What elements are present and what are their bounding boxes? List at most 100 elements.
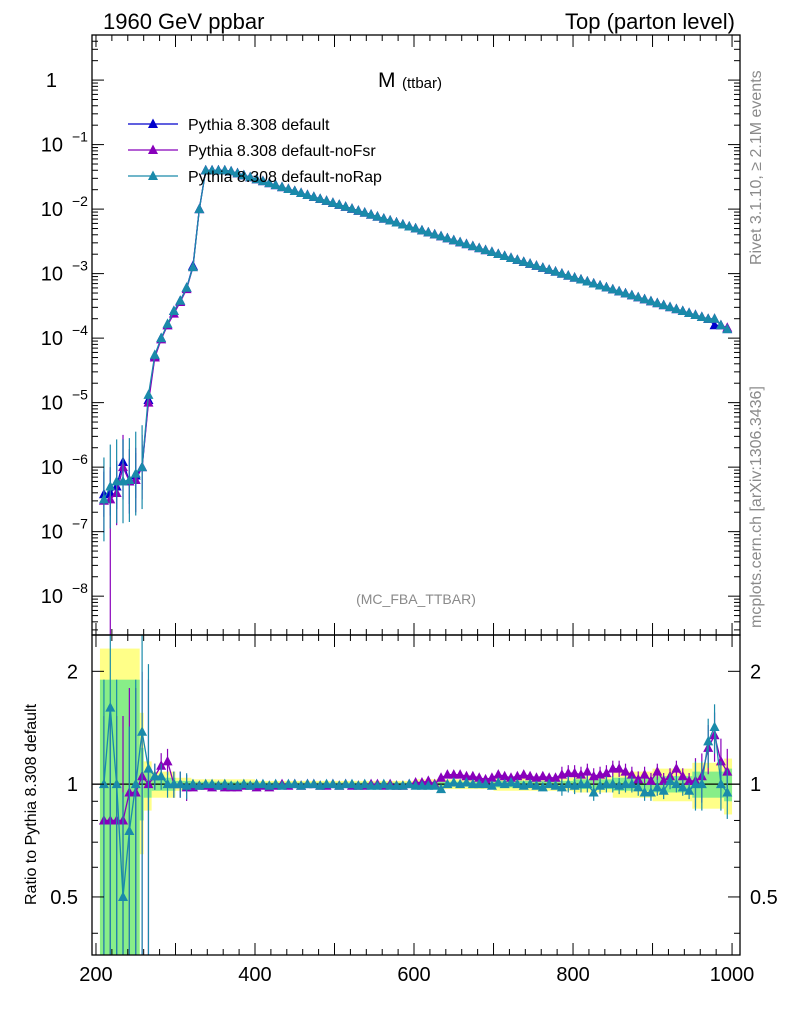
main-ytick-label: 10 bbox=[41, 586, 63, 608]
ratio-marker bbox=[162, 778, 173, 789]
ratio-marker bbox=[423, 775, 434, 785]
legend-marker bbox=[148, 118, 158, 128]
ratio-marker bbox=[575, 778, 586, 789]
ratio-marker bbox=[346, 778, 357, 789]
main-marker bbox=[645, 295, 656, 306]
main-marker bbox=[626, 289, 637, 300]
ratio-marker bbox=[378, 778, 389, 789]
ratio-marker bbox=[671, 778, 682, 789]
main-marker bbox=[156, 332, 167, 343]
ratio-marker bbox=[143, 763, 154, 773]
main-marker bbox=[404, 220, 415, 231]
main-ytick-label: 10 bbox=[41, 199, 63, 221]
ratio-marker bbox=[493, 769, 504, 779]
ratio-marker bbox=[366, 780, 377, 790]
ratio-marker bbox=[684, 775, 695, 785]
ratio-series-line bbox=[103, 707, 728, 898]
main-marker bbox=[423, 226, 434, 237]
main-marker bbox=[525, 258, 536, 268]
main-marker bbox=[251, 173, 262, 184]
ratio-marker bbox=[168, 778, 179, 789]
ratio-marker bbox=[645, 786, 656, 797]
xtick-label: 200 bbox=[79, 964, 112, 986]
main-marker bbox=[264, 177, 275, 188]
ratio-marker bbox=[582, 778, 593, 789]
main-marker bbox=[124, 474, 135, 485]
main-series-line bbox=[103, 169, 728, 500]
main-marker bbox=[652, 297, 663, 308]
main-series-layer bbox=[98, 164, 733, 635]
ratio-marker bbox=[118, 891, 129, 901]
main-marker bbox=[308, 191, 319, 201]
main-yticks: 1 10 −1 10 −2 10 −3 10 −4 10 −5 10 −6 10 −7 10 −8 bbox=[41, 34, 740, 631]
main-marker bbox=[378, 213, 389, 223]
ratio-marker bbox=[474, 778, 485, 789]
main-marker bbox=[207, 164, 218, 175]
xtick-label: 600 bbox=[397, 964, 430, 986]
main-series-line bbox=[103, 169, 728, 495]
main-marker bbox=[639, 293, 650, 304]
main-marker bbox=[232, 167, 243, 178]
main-ytick-label: 10 bbox=[41, 393, 63, 415]
main-marker bbox=[563, 270, 574, 280]
ratio-marker bbox=[652, 766, 663, 776]
ratio-marker bbox=[429, 780, 440, 790]
legend-marker bbox=[148, 170, 158, 180]
ratio-series-layer bbox=[98, 635, 733, 955]
main-marker bbox=[397, 218, 408, 229]
ratio-marker bbox=[467, 770, 478, 781]
ratio-marker bbox=[238, 778, 249, 789]
main-marker bbox=[283, 183, 294, 194]
ratio-marker bbox=[156, 770, 167, 781]
ratio-marker bbox=[340, 778, 351, 789]
ratio-marker bbox=[677, 770, 688, 781]
ratio-marker bbox=[658, 785, 669, 795]
main-ytick-label: 10 bbox=[41, 457, 63, 479]
ratio-marker bbox=[455, 769, 466, 779]
ratio-marker bbox=[626, 769, 637, 779]
main-marker bbox=[499, 250, 510, 260]
main-marker bbox=[575, 274, 586, 284]
main-marker bbox=[200, 164, 211, 175]
main-ytick-label: 10 bbox=[41, 328, 63, 350]
ratio-marker bbox=[607, 763, 618, 773]
ratio-marker bbox=[423, 780, 434, 790]
ratio-marker bbox=[226, 780, 237, 790]
main-marker bbox=[187, 261, 198, 272]
main-marker bbox=[550, 266, 561, 276]
ratio-marker bbox=[639, 786, 650, 797]
main-marker bbox=[137, 461, 148, 472]
ratio-marker bbox=[696, 778, 707, 789]
main-marker bbox=[696, 311, 707, 321]
main-marker bbox=[518, 256, 529, 266]
ratio-marker bbox=[582, 766, 593, 776]
main-marker bbox=[665, 301, 676, 312]
ratio-marker bbox=[665, 775, 676, 785]
ratio-marker bbox=[436, 783, 447, 794]
main-marker bbox=[385, 215, 396, 225]
main-marker bbox=[302, 189, 313, 199]
ratio-plot: 200 400 600 800 1000 0.5 0.5 1 1 2 2 Ratio to Pyt… bbox=[23, 634, 778, 986]
ratio-marker bbox=[531, 780, 542, 790]
ratio-marker bbox=[219, 778, 230, 789]
ratio-marker bbox=[645, 775, 656, 785]
ratio-ytick-label-right: 2 bbox=[750, 661, 761, 683]
ratio-marker bbox=[620, 766, 631, 776]
main-marker bbox=[537, 262, 548, 272]
ratio-marker bbox=[391, 780, 402, 790]
ratio-marker bbox=[474, 772, 485, 782]
main-ytick-exponent: −2 bbox=[72, 193, 88, 209]
main-marker bbox=[353, 205, 364, 215]
header-left: 1960 GeV ppbar bbox=[103, 9, 264, 34]
ratio-marker bbox=[410, 780, 421, 790]
ratio-marker bbox=[448, 769, 459, 779]
ratio-marker bbox=[467, 778, 478, 789]
main-marker bbox=[296, 187, 307, 197]
rivet-label: Rivet 3.1.10, ≥ 2.1M events bbox=[748, 70, 765, 265]
ratio-marker bbox=[639, 769, 650, 779]
ratio-marker bbox=[416, 780, 427, 790]
ratio-marker bbox=[207, 778, 218, 789]
ratio-marker bbox=[499, 770, 510, 781]
ratio-marker bbox=[722, 786, 733, 797]
